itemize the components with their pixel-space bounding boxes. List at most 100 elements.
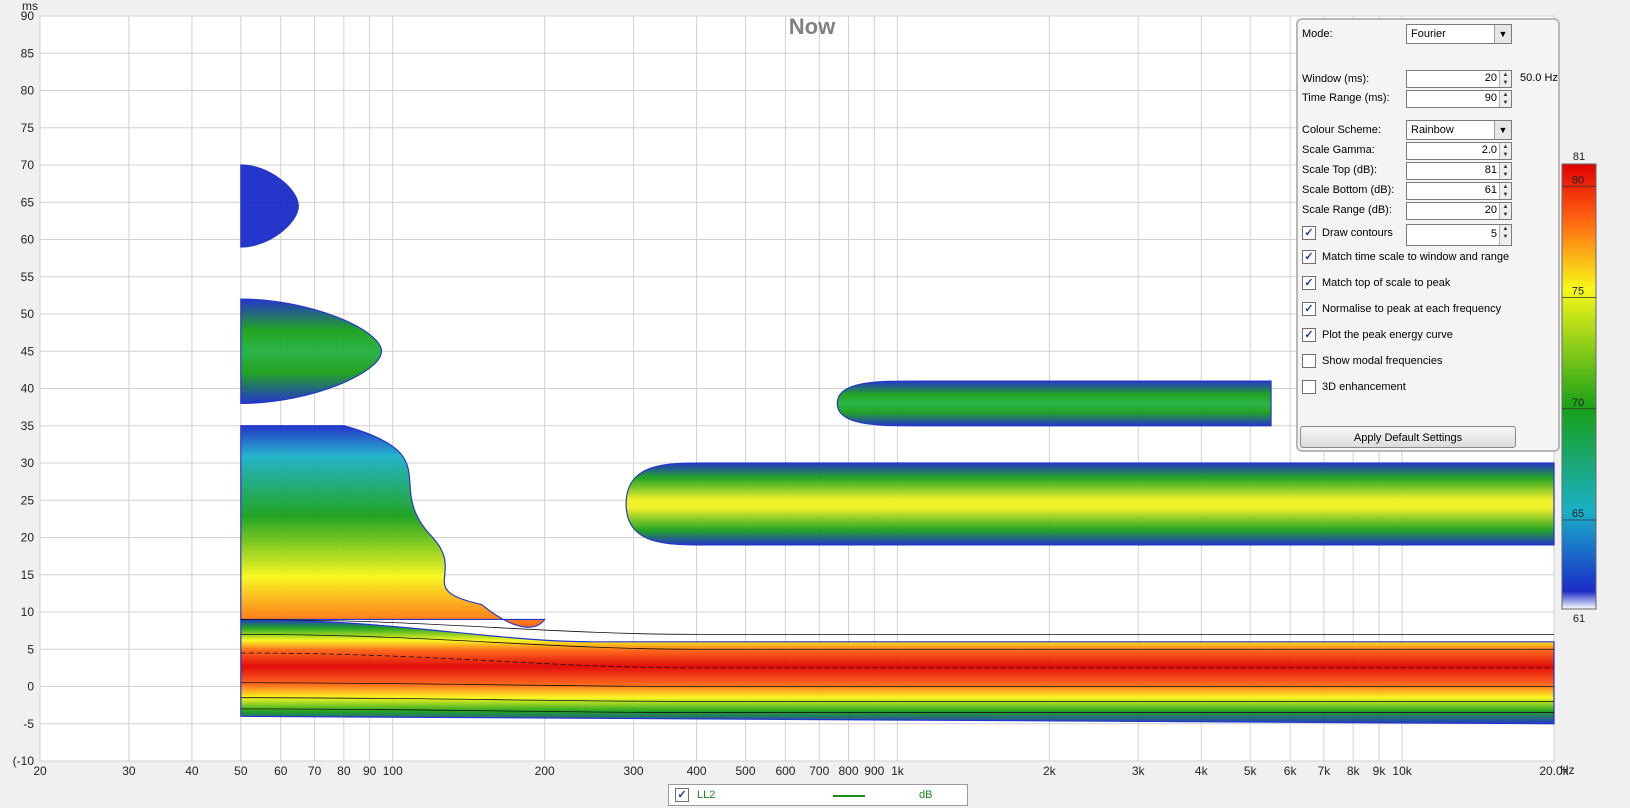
scale-gamma-value: 2.0 bbox=[1481, 144, 1497, 156]
mode-value: Fourier bbox=[1411, 28, 1446, 40]
option-checkbox[interactable]: ✓ bbox=[1302, 302, 1316, 316]
y-tick-label: 75 bbox=[21, 121, 35, 135]
spin-arrows-icon[interactable]: ▲ ▼ bbox=[1499, 183, 1511, 199]
scale-bottom-label: Scale Bottom (dB): bbox=[1302, 184, 1395, 196]
legend-checkbox[interactable]: ✓ bbox=[675, 788, 689, 802]
x-tick-label: 80 bbox=[337, 764, 351, 778]
x-tick-label: 8k bbox=[1347, 764, 1361, 778]
time-range-input[interactable]: 90 ▲ ▼ bbox=[1406, 90, 1512, 108]
spin-arrows-icon[interactable]: ▲ ▼ bbox=[1499, 71, 1511, 87]
y-tick-label: 70 bbox=[21, 158, 35, 172]
x-tick-label: 2k bbox=[1043, 764, 1057, 778]
colour-scale-top-label: 81 bbox=[1573, 151, 1585, 163]
draw-contours-checkbox[interactable]: ✓ bbox=[1302, 226, 1316, 240]
settings-panel: Mode: Fourier ▼ Window (ms): 20 ▲ ▼ 50.0 … bbox=[1296, 18, 1560, 452]
x-tick-label: 50 bbox=[234, 764, 248, 778]
y-tick-label: 35 bbox=[21, 419, 35, 433]
spin-arrows-icon[interactable]: ▲ ▼ bbox=[1499, 143, 1511, 159]
scale-bottom-input[interactable]: 61 ▲ ▼ bbox=[1406, 182, 1512, 200]
spin-arrows-icon[interactable]: ▲ ▼ bbox=[1499, 91, 1511, 107]
heatmap-region-low-freq-tail bbox=[240, 425, 546, 628]
y-tick-label: 90 bbox=[21, 9, 35, 23]
mode-select[interactable]: Fourier ▼ bbox=[1406, 24, 1512, 44]
spin-arrows-icon[interactable]: ▲ ▼ bbox=[1499, 163, 1511, 179]
colour-scheme-select[interactable]: Rainbow ▼ bbox=[1406, 120, 1512, 140]
heatmap-region-high-reflection-38ms bbox=[836, 380, 1272, 427]
draw-contours-input[interactable]: 5 ▲ ▼ bbox=[1406, 224, 1512, 246]
colour-scheme-value: Rainbow bbox=[1411, 124, 1454, 136]
legend: ✓ LL2 dB bbox=[668, 784, 968, 806]
scale-range-label: Scale Range (dB): bbox=[1302, 204, 1392, 216]
colour-scale-bottom-label: 61 bbox=[1573, 613, 1585, 625]
y-tick-label: 60 bbox=[21, 233, 35, 247]
heatmap-region-main-decay-band bbox=[240, 618, 1555, 725]
y-tick-label: 85 bbox=[21, 46, 35, 60]
contour-line bbox=[240, 682, 1554, 687]
option-checkbox[interactable] bbox=[1302, 380, 1316, 394]
option-checkbox[interactable]: ✓ bbox=[1302, 250, 1316, 264]
x-tick-label: 3k bbox=[1132, 764, 1146, 778]
chevron-down-icon[interactable]: ▼ bbox=[1494, 121, 1511, 139]
contour-line bbox=[240, 708, 1554, 713]
option-checkbox-label: Match top of scale to peak bbox=[1322, 277, 1451, 289]
colour-scale-tick-label: 80 bbox=[1572, 174, 1584, 186]
time-range-label: Time Range (ms): bbox=[1302, 92, 1390, 104]
option-checkbox[interactable]: ✓ bbox=[1302, 328, 1316, 342]
legend-series-name: LL2 bbox=[697, 789, 716, 801]
x-tick-label: 100 bbox=[383, 764, 403, 778]
scale-range-value: 20 bbox=[1484, 204, 1497, 216]
chart-title: Now bbox=[789, 14, 836, 39]
heatmap-region-low-freq-blob-45ms bbox=[240, 298, 383, 405]
y-tick-label: 15 bbox=[21, 568, 35, 582]
option-checkbox-label: Match time scale to window and range bbox=[1322, 251, 1510, 263]
scale-top-value: 81 bbox=[1484, 164, 1497, 176]
x-tick-label: 90 bbox=[363, 764, 377, 778]
y-axis-unit-label: ms bbox=[22, 0, 38, 13]
y-tick-label: (-10 bbox=[13, 754, 35, 768]
x-tick-label: 70 bbox=[308, 764, 322, 778]
option-checkbox[interactable]: ✓ bbox=[1302, 276, 1316, 290]
scale-top-input[interactable]: 81 ▲ ▼ bbox=[1406, 162, 1512, 180]
spin-arrows-icon[interactable]: ▲ ▼ bbox=[1499, 225, 1511, 245]
x-tick-label: 600 bbox=[775, 764, 795, 778]
option-checkbox-label: Plot the peak energy curve bbox=[1322, 329, 1453, 341]
option-checkbox[interactable] bbox=[1302, 354, 1316, 368]
x-tick-label: 7k bbox=[1318, 764, 1332, 778]
x-tick-label: 40 bbox=[185, 764, 199, 778]
scale-range-input[interactable]: 20 ▲ ▼ bbox=[1406, 202, 1512, 220]
x-tick-label: 10k bbox=[1392, 764, 1412, 778]
y-tick-label: 65 bbox=[21, 195, 35, 209]
draw-contours-value: 5 bbox=[1490, 228, 1497, 240]
x-tick-label: 700 bbox=[809, 764, 829, 778]
window-input[interactable]: 20 ▲ ▼ bbox=[1406, 70, 1512, 88]
heatmap-region-mid-high-reflection-25ms bbox=[625, 462, 1555, 546]
scale-gamma-input[interactable]: 2.0 ▲ ▼ bbox=[1406, 142, 1512, 160]
colour-scale-tick-label: 70 bbox=[1572, 397, 1584, 409]
colour-scheme-label: Colour Scheme: bbox=[1302, 124, 1381, 136]
x-tick-label: 500 bbox=[735, 764, 755, 778]
chevron-down-icon[interactable]: ▼ bbox=[1494, 25, 1511, 43]
x-axis-unit-label: Hz bbox=[1560, 763, 1575, 777]
y-tick-label: 30 bbox=[21, 456, 35, 470]
mode-label: Mode: bbox=[1302, 28, 1333, 40]
colour-scale-tick-label: 65 bbox=[1572, 508, 1584, 520]
contour-line bbox=[240, 619, 1554, 635]
y-tick-label: 0 bbox=[27, 680, 34, 694]
spin-arrows-icon[interactable]: ▲ ▼ bbox=[1499, 203, 1511, 219]
contour-line bbox=[240, 697, 1554, 702]
option-checkbox-label: 3D enhancement bbox=[1322, 381, 1406, 393]
option-checkbox-label: Normalise to peak at each frequency bbox=[1322, 303, 1502, 315]
x-tick-label: 400 bbox=[687, 764, 707, 778]
x-tick-label: 900 bbox=[864, 764, 884, 778]
option-checkbox-label: Show modal frequencies bbox=[1322, 355, 1443, 367]
y-tick-label: 20 bbox=[21, 531, 35, 545]
x-tick-label: 1k bbox=[891, 764, 905, 778]
y-tick-label: 45 bbox=[21, 344, 35, 358]
x-tick-label: 20 bbox=[33, 764, 47, 778]
time-range-value: 90 bbox=[1484, 92, 1497, 104]
apply-default-settings-button[interactable]: Apply Default Settings bbox=[1300, 426, 1516, 448]
scale-bottom-value: 61 bbox=[1484, 184, 1497, 196]
y-tick-label: 5 bbox=[27, 642, 34, 656]
y-tick-label: 25 bbox=[21, 493, 35, 507]
x-tick-label: 6k bbox=[1284, 764, 1298, 778]
